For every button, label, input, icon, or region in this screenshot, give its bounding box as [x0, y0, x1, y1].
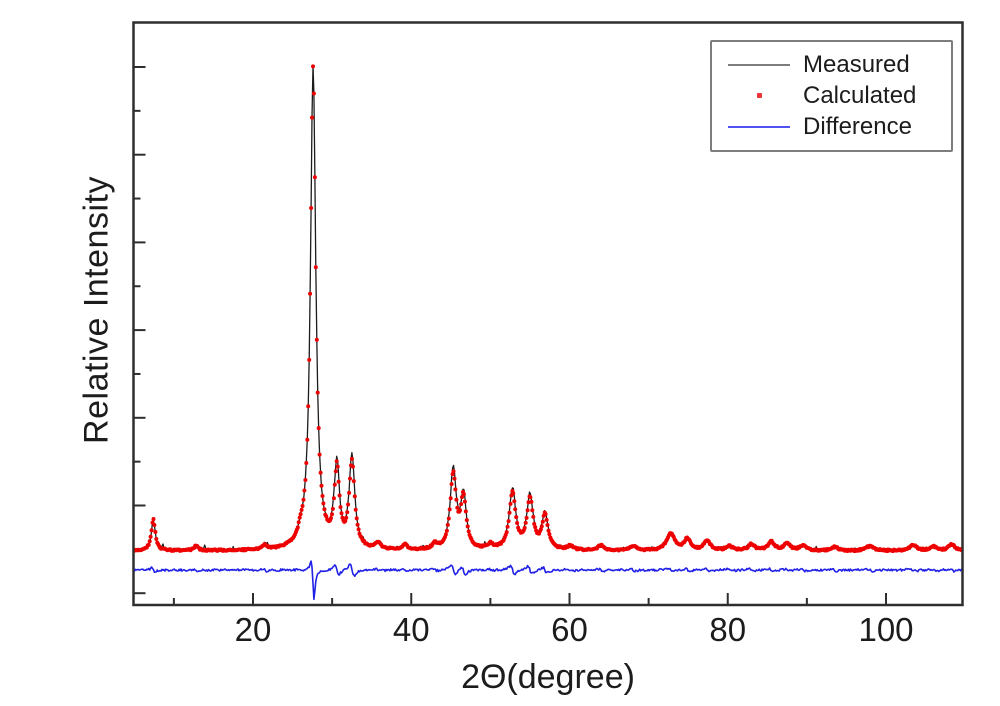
x-tick-label: 40	[393, 611, 430, 648]
x-axis-title: 2Θ(degree)	[461, 658, 635, 696]
difference-line-icon	[726, 125, 792, 128]
legend-row-difference: Difference	[712, 111, 951, 142]
calculated-marker-icon	[726, 93, 792, 98]
calculated-markers	[134, 64, 962, 554]
legend: Measured Calculated Difference	[710, 40, 953, 152]
plot-frame	[132, 21, 964, 607]
x-tick-label: 80	[709, 611, 746, 648]
legend-row-measured: Measured	[712, 49, 951, 80]
plot-area	[134, 64, 962, 601]
legend-label-calculated: Calculated	[803, 81, 917, 109]
x-tick-label: 100	[858, 611, 913, 648]
legend-row-calculated: Calculated	[712, 80, 951, 111]
legend-label-difference: Difference	[803, 112, 912, 140]
measured-line-icon	[726, 63, 792, 66]
difference-curve	[134, 560, 962, 601]
x-tick-label: 60	[551, 611, 588, 648]
y-axis-title: Relative Intensity	[77, 176, 116, 444]
legend-label-measured: Measured	[803, 50, 910, 78]
x-tick-label: 20	[235, 611, 272, 648]
